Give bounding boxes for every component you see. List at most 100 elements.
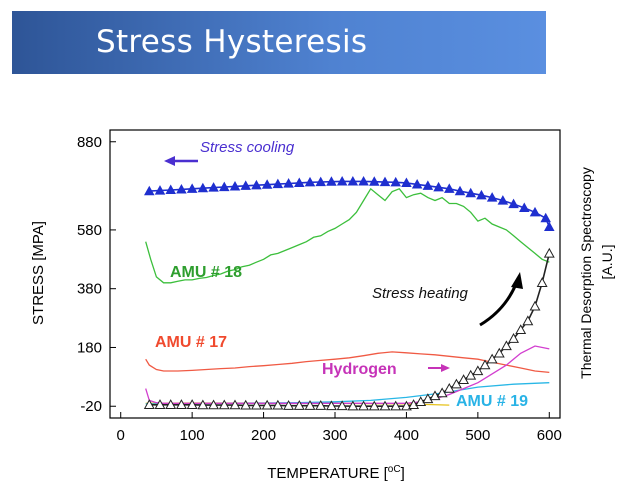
data-point-heating bbox=[240, 399, 252, 410]
data-point-heating bbox=[508, 333, 520, 343]
x-tick-label: 500 bbox=[465, 427, 490, 444]
data-point-cooling bbox=[294, 177, 305, 187]
axes: 0 100 200 300 400 500 600 -20 180 380 580 880 bbox=[77, 134, 562, 444]
data-point-heating bbox=[400, 400, 412, 411]
y-axis-label: STRESS [MPA] bbox=[30, 221, 47, 325]
data-point-cooling bbox=[347, 176, 359, 186]
annotation-stress-heating: Stress heating bbox=[372, 285, 469, 302]
data-point-heating bbox=[479, 359, 491, 370]
data-point-heating bbox=[529, 300, 541, 311]
data-point-heating bbox=[197, 399, 209, 410]
y-tick-label: 380 bbox=[77, 281, 102, 298]
data-point-cooling bbox=[261, 179, 273, 189]
data-point-cooling bbox=[219, 181, 230, 192]
data-point-cooling bbox=[486, 192, 498, 202]
y-tick-label: -20 bbox=[80, 398, 102, 415]
data-point-cooling bbox=[197, 182, 209, 193]
data-point-cooling bbox=[390, 176, 401, 187]
data-point-cooling bbox=[283, 178, 294, 188]
data-point-cooling bbox=[379, 176, 391, 187]
data-point-heating bbox=[422, 393, 434, 404]
data-point-cooling bbox=[304, 176, 316, 187]
data-point-cooling bbox=[208, 182, 219, 192]
data-point-heating bbox=[154, 399, 166, 409]
data-point-cooling bbox=[422, 180, 434, 190]
data-point-cooling bbox=[358, 176, 369, 186]
annotation-stress-cooling: Stress cooling bbox=[200, 139, 295, 156]
data-point-heating bbox=[175, 399, 187, 409]
heating-arrow-head bbox=[511, 272, 523, 289]
heating-arrow-curve bbox=[479, 283, 518, 327]
data-point-heating bbox=[379, 400, 391, 411]
y2-axis-label-line2: [A.U.] bbox=[599, 244, 615, 279]
data-point-heating bbox=[315, 400, 327, 410]
data-point-heating bbox=[493, 347, 505, 358]
data-point-cooling bbox=[326, 176, 337, 186]
data-point-cooling bbox=[497, 195, 509, 205]
cooling-arrow-head bbox=[164, 156, 175, 166]
data-point-heating bbox=[415, 396, 427, 407]
data-point-heating bbox=[261, 399, 273, 410]
data-point-cooling bbox=[529, 206, 541, 217]
series-line-amu17 bbox=[145, 351, 550, 374]
data-point-cooling bbox=[476, 189, 487, 200]
data-point-heating bbox=[283, 400, 295, 410]
x-tick-label: 600 bbox=[537, 427, 562, 444]
data-point-heating bbox=[486, 353, 498, 364]
data-point-heating bbox=[408, 399, 420, 409]
marker-layer bbox=[143, 176, 555, 411]
data-point-cooling bbox=[369, 176, 380, 186]
data-point-cooling bbox=[433, 181, 444, 192]
data-point-heating bbox=[229, 399, 241, 410]
x-axis-label: TEMPERATURE [oC] bbox=[267, 464, 405, 482]
annotation-hydrogen: Hydrogen bbox=[322, 361, 397, 378]
data-point-cooling bbox=[519, 202, 530, 212]
data-point-heating bbox=[186, 399, 198, 409]
y-tick-label: 880 bbox=[77, 134, 102, 151]
data-point-cooling bbox=[508, 198, 519, 209]
data-point-heating bbox=[304, 400, 316, 410]
annotation-amu18: AMU # 18 bbox=[170, 264, 242, 281]
slide-title: Stress Hysteresis bbox=[96, 24, 368, 60]
y-tick-label: 580 bbox=[77, 222, 102, 239]
data-point-heating bbox=[500, 340, 512, 351]
annotation-amu17: AMU # 17 bbox=[155, 334, 227, 351]
data-point-heating bbox=[358, 400, 370, 411]
data-point-heating bbox=[543, 247, 555, 258]
annotation-amu19: AMU # 19 bbox=[456, 393, 528, 410]
data-point-cooling bbox=[465, 187, 476, 198]
data-point-heating bbox=[293, 400, 305, 410]
x-tick-label: 200 bbox=[251, 427, 276, 444]
data-point-cooling bbox=[315, 176, 326, 187]
data-point-heating bbox=[143, 399, 155, 409]
data-point-heating bbox=[208, 399, 220, 410]
data-point-heating bbox=[515, 324, 527, 335]
data-point-heating bbox=[390, 400, 402, 411]
data-point-heating bbox=[347, 400, 359, 411]
x-tick-label: 300 bbox=[322, 427, 347, 444]
series-line-amu18 bbox=[145, 187, 550, 284]
data-point-heating bbox=[472, 365, 484, 376]
data-point-heating bbox=[522, 315, 534, 326]
data-point-cooling bbox=[272, 178, 284, 189]
data-point-cooling bbox=[186, 183, 198, 193]
data-point-cooling bbox=[251, 179, 262, 190]
data-point-heating bbox=[325, 400, 337, 411]
data-point-cooling bbox=[165, 184, 176, 195]
data-point-cooling bbox=[444, 183, 455, 193]
data-point-heating bbox=[272, 399, 284, 410]
data-point-cooling bbox=[229, 181, 241, 191]
data-point-cooling bbox=[411, 178, 423, 189]
data-point-cooling bbox=[540, 212, 551, 223]
x-tick-label: 400 bbox=[394, 427, 419, 444]
x-tick-label: 100 bbox=[180, 427, 205, 444]
x-tick-label: 0 bbox=[117, 427, 125, 444]
data-point-cooling bbox=[144, 185, 155, 196]
data-point-cooling bbox=[336, 176, 348, 186]
data-point-heating bbox=[368, 400, 380, 411]
data-point-cooling bbox=[401, 177, 412, 187]
data-point-heating bbox=[218, 399, 230, 410]
data-point-cooling bbox=[240, 180, 251, 190]
data-point-heating bbox=[336, 400, 348, 411]
y2-axis-label-line1: Thermal Desorption Spectroscopy bbox=[578, 167, 594, 379]
